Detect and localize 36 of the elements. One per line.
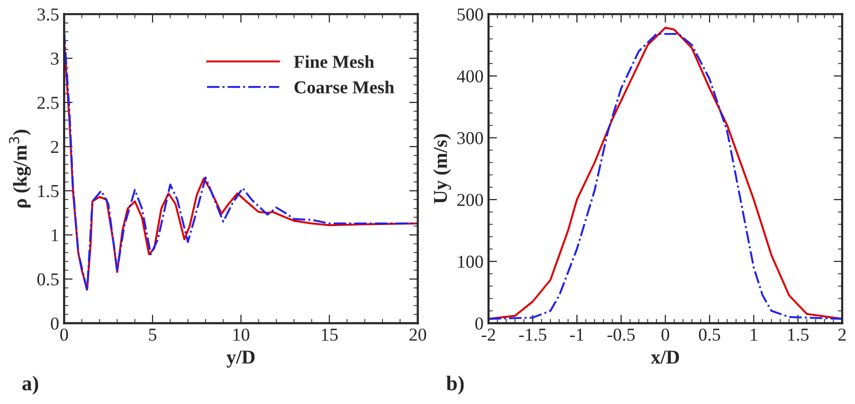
x-tick-label: -2 <box>482 328 496 341</box>
x-tick-label: 0 <box>60 328 68 341</box>
x-tick-label: 0.5 <box>698 328 720 341</box>
y-tick-label: 500 <box>458 8 483 21</box>
x-tick-label: -1 <box>570 328 584 341</box>
y-tick-label: 0 <box>50 317 59 330</box>
y-tick-label: 0 <box>475 317 483 330</box>
legend-label: Fine Mesh <box>294 55 374 68</box>
y-axis-title: ρ (kg/m$^{3}$) <box>8 130 31 208</box>
x-tick-label: 20 <box>410 328 426 341</box>
x-tick-label: 10 <box>234 328 250 341</box>
y-tick-label: 3.5 <box>38 8 59 21</box>
y-tick-label: 2 <box>51 140 58 153</box>
text: b) <box>446 376 464 395</box>
y-tick-label: 300 <box>457 132 483 144</box>
x-axis-title: x/D <box>650 350 679 364</box>
y-axis-title: Uy (m/s) <box>433 134 452 204</box>
x-tick-label: 1.5 <box>788 328 809 341</box>
y-tick-label: 1 <box>52 229 58 242</box>
x-tick-label: 15 <box>322 328 338 341</box>
x-tick-label: 5 <box>149 328 156 341</box>
text: a) <box>22 376 38 395</box>
y-tick-label: 400 <box>456 70 483 82</box>
y-tick-label: 200 <box>457 194 483 206</box>
y-tick-label: 0.5 <box>37 273 59 286</box>
x-tick-label: 2 <box>838 328 846 341</box>
x-tick-label: -0.5 <box>608 328 635 341</box>
y-tick-label: 1.5 <box>38 185 59 198</box>
y-tick-label: 100 <box>458 256 483 268</box>
y-tick-label: 3 <box>51 52 59 65</box>
legend-label: Coarse Mesh <box>294 80 394 94</box>
x-tick-label: 1 <box>750 328 758 341</box>
x-tick-label: -1.5 <box>519 328 546 341</box>
x-tick-label: 0 <box>662 328 670 341</box>
y-tick-label: 2.5 <box>37 96 59 109</box>
x-axis-title: y/D <box>226 350 255 368</box>
